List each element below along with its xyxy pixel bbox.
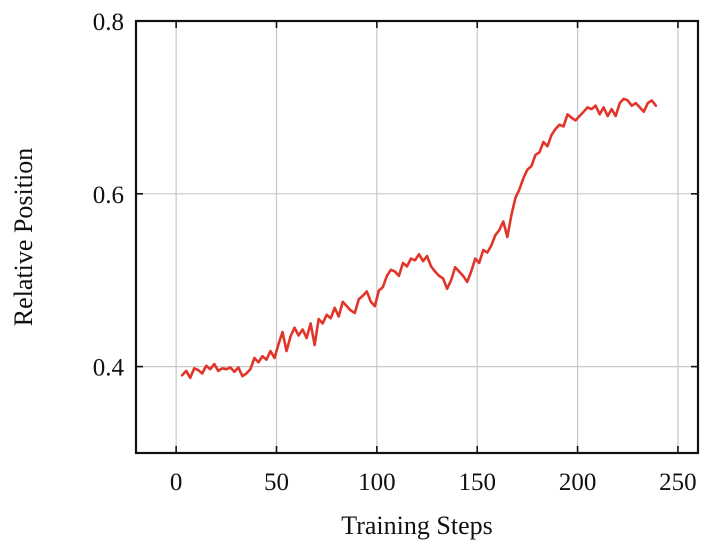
x-tick-label: 200 [559,469,597,496]
x-axis-label: Training Steps [341,511,492,540]
x-tick-label: 150 [458,469,496,496]
x-tick-label: 0 [170,469,183,496]
y-tick-label: 0.8 [93,9,124,36]
x-tick-label: 100 [358,469,396,496]
x-tick-label: 50 [264,469,289,496]
y-axis-label: Relative Position [9,148,38,326]
tick-marks [136,20,698,453]
y-tick-label: 0.4 [93,355,125,382]
plot-frame [134,19,700,455]
x-tick-labels: 0 50 100 150 200 250 [170,469,697,496]
x-tick-label: 250 [659,469,697,496]
grid [136,20,698,453]
y-tick-labels: 0.4 0.6 0.8 [93,9,125,382]
y-tick-label: 0.6 [93,182,124,209]
series-layer [180,97,658,380]
series-line [180,97,658,380]
